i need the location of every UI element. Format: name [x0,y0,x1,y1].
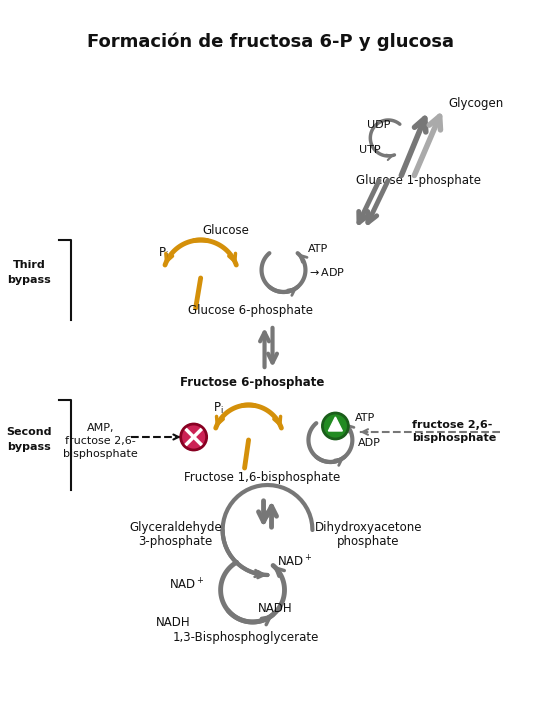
Text: AMP,: AMP, [87,423,114,433]
Text: bisphosphate: bisphosphate [412,433,496,443]
Circle shape [181,424,207,450]
Text: ADP: ADP [359,438,381,448]
Circle shape [322,413,348,439]
Text: Second: Second [6,427,52,437]
Text: UDP: UDP [367,120,390,130]
Text: Glyceraldehyde: Glyceraldehyde [130,521,222,534]
Text: Fructose 1,6-bisphosphate: Fructose 1,6-bisphosphate [185,472,341,485]
Text: 3-phosphate: 3-phosphate [139,534,213,547]
Text: 1,3-Bisphosphoglycerate: 1,3-Bisphosphoglycerate [172,631,319,644]
Text: bisphosphate: bisphosphate [64,449,138,459]
Text: ATP: ATP [355,413,376,423]
Text: NAD$^+$: NAD$^+$ [168,577,204,593]
Text: NAD$^+$: NAD$^+$ [276,554,312,570]
Text: UTP: UTP [359,145,380,155]
Text: Glycogen: Glycogen [448,96,503,109]
Text: Third: Third [12,260,45,270]
Text: fructose 2,6-: fructose 2,6- [412,420,492,430]
Text: Glucose 1-phosphate: Glucose 1-phosphate [356,174,481,186]
Text: ATP: ATP [307,244,328,254]
Text: NADH: NADH [156,616,191,629]
Text: Dihydroxyacetone: Dihydroxyacetone [315,521,422,534]
Text: $\rightarrow$ADP: $\rightarrow$ADP [307,266,346,278]
Polygon shape [328,417,342,431]
Text: Formación de fructosa 6-P y glucosa: Formación de fructosa 6-P y glucosa [87,32,454,51]
Text: Glucose 6-phosphate: Glucose 6-phosphate [188,304,313,317]
Text: P$_\mathregular{i}$: P$_\mathregular{i}$ [158,246,169,261]
Text: P$_\mathregular{i}$: P$_\mathregular{i}$ [213,400,224,415]
Text: phosphate: phosphate [337,534,400,547]
Text: NADH: NADH [258,601,292,614]
Text: bypass: bypass [7,275,51,285]
Text: bypass: bypass [7,442,51,452]
Text: Fructose 6-phosphate: Fructose 6-phosphate [180,376,325,389]
Text: Glucose: Glucose [202,223,249,236]
Text: fructose 2,6-: fructose 2,6- [65,436,136,446]
